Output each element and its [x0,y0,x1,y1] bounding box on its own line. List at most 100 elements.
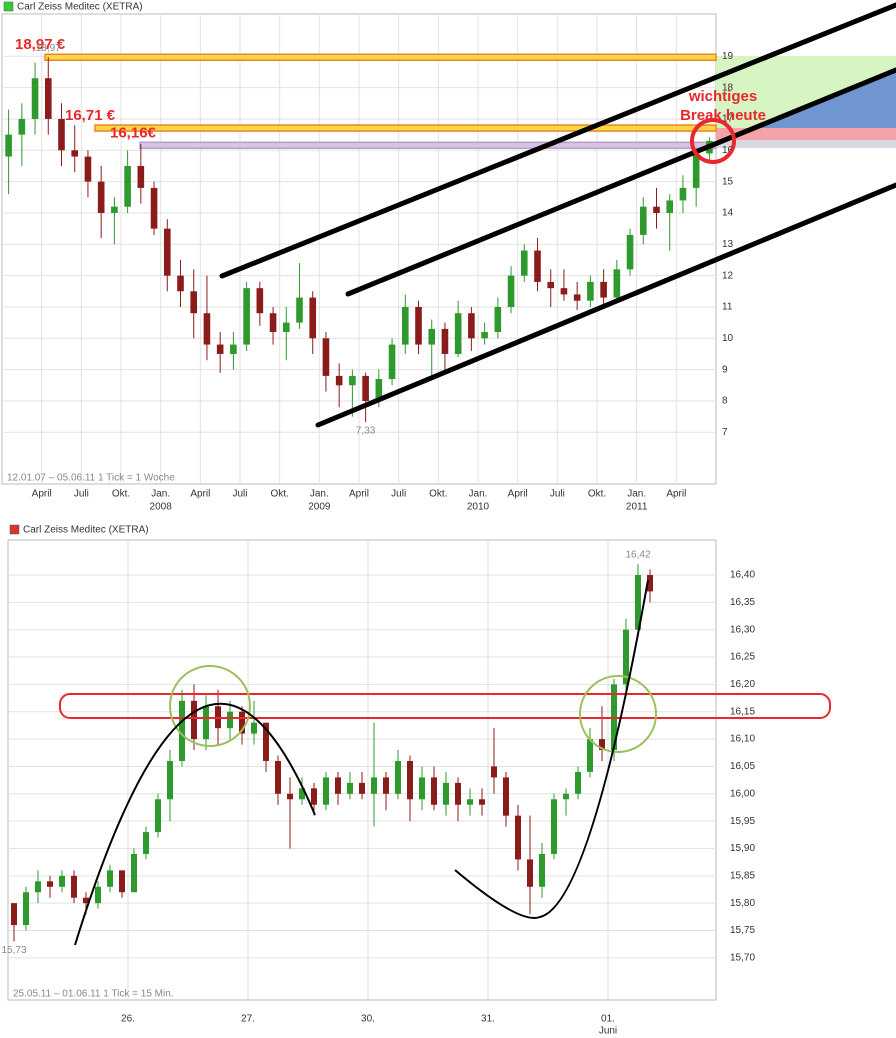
candle-body [407,760,413,800]
candle-body [375,379,383,401]
candle-body [573,294,581,301]
plot-frame [7,539,717,1001]
x-tick-label: Okt. [112,489,130,500]
annotation: Break heute [680,107,766,124]
candle-body [639,206,647,235]
candle-body [296,297,303,323]
candle-body [95,886,101,904]
y-tick-label: 16,00 [730,788,755,799]
candle-body [679,187,687,201]
trend-curve [74,702,316,946]
candle-body [239,711,245,734]
candle-body [539,853,545,887]
candle-body [623,629,629,685]
trend-line [219,2,896,279]
x-tick-label: 30. [361,1014,375,1025]
x-sublabel: 2011 [626,502,648,513]
candle-body [441,328,449,354]
candle-body [362,375,369,401]
candle-body [256,288,264,314]
level-label: 16,16€ [110,124,157,141]
candle-body [587,281,594,301]
candle-body [395,760,401,794]
x-tick-label: Okt. [270,489,288,500]
candle-body [666,200,674,213]
candle-body [263,722,269,761]
level-band [139,141,717,150]
candle-body [119,870,125,893]
x-tick-label: Jan. [627,489,646,500]
y-tick-label: 15,70 [730,953,755,964]
resistance-box [59,693,831,719]
candle-body [203,706,209,740]
candle-body [335,375,343,386]
candle-body [587,739,593,772]
candle-body [137,165,145,188]
y-tick-label: 15,90 [730,843,755,854]
y-tick-label: 15 [722,176,734,187]
candle-body [349,375,356,386]
high-label: 18,97 [36,43,61,54]
x-tick-label: Jan. [469,489,488,500]
candle-body [515,815,521,860]
y-tick-label: 7 [722,427,728,438]
candle-body [388,344,396,380]
candle-body [191,700,197,740]
x-tick-label: 01. [601,1014,615,1025]
zone-grey [716,140,896,148]
candle-body [613,269,621,298]
y-tick-label: 16,15 [730,706,755,717]
marker-circle [169,665,251,747]
chart-note: 25.05.11 – 01.06.11 1 Tick = 15 Min. [13,989,174,1000]
y-tick-label: 12 [722,270,734,281]
candle-body [282,322,290,333]
candle-body [177,275,184,292]
candle-body [150,187,158,229]
candle-body [216,344,224,354]
x-sublabel: 2009 [308,502,331,513]
candle-body [563,793,569,800]
candle-body [44,78,52,119]
candle-body [179,700,185,761]
candle-body [31,78,39,119]
candle-body [560,288,568,295]
high-label: 16,42 [625,550,650,561]
candle-body [419,777,425,800]
y-tick-label: 19 [722,51,734,62]
x-tick-label: 31. [481,1014,495,1025]
candle-body [520,250,528,276]
x-tick-label: April [508,489,528,500]
candle-body [71,875,77,898]
x-tick-label: Juli [232,489,247,500]
candle-body [468,313,475,339]
chart-note: 12.01.07 – 05.06.11 1 Tick = 1 Woche [7,473,175,484]
level-band [94,124,717,132]
annotations: wichtiges Break heute [59,2,896,946]
candle-body [503,777,509,816]
candle-body [359,782,365,794]
candle-body [97,181,105,213]
y-tick-label: 18 [722,82,734,93]
candle-body [299,788,305,800]
candle-body [692,153,700,188]
candle-body [131,853,137,893]
candle-body [322,338,330,376]
chart-title: Carl Zeiss Meditec (XETRA) [23,525,149,536]
candle-body [481,332,488,339]
candle-body [203,313,211,345]
candle-body [230,344,237,354]
candle-body [143,832,149,854]
y-tick-label: 16,35 [730,597,755,608]
y-tick-label: 16,30 [730,624,755,635]
candle-body [415,306,422,345]
candle-body [626,234,634,270]
candle-body [507,275,515,307]
y-tick-label: 16,40 [730,570,755,581]
legend-swatch [3,1,14,12]
x-tick-label: Jan. [151,489,170,500]
low-label: 7,33 [356,426,376,437]
x-tick-label: 26. [121,1014,135,1025]
candle-body [653,206,660,213]
y-tick-label: 15,95 [730,816,755,827]
